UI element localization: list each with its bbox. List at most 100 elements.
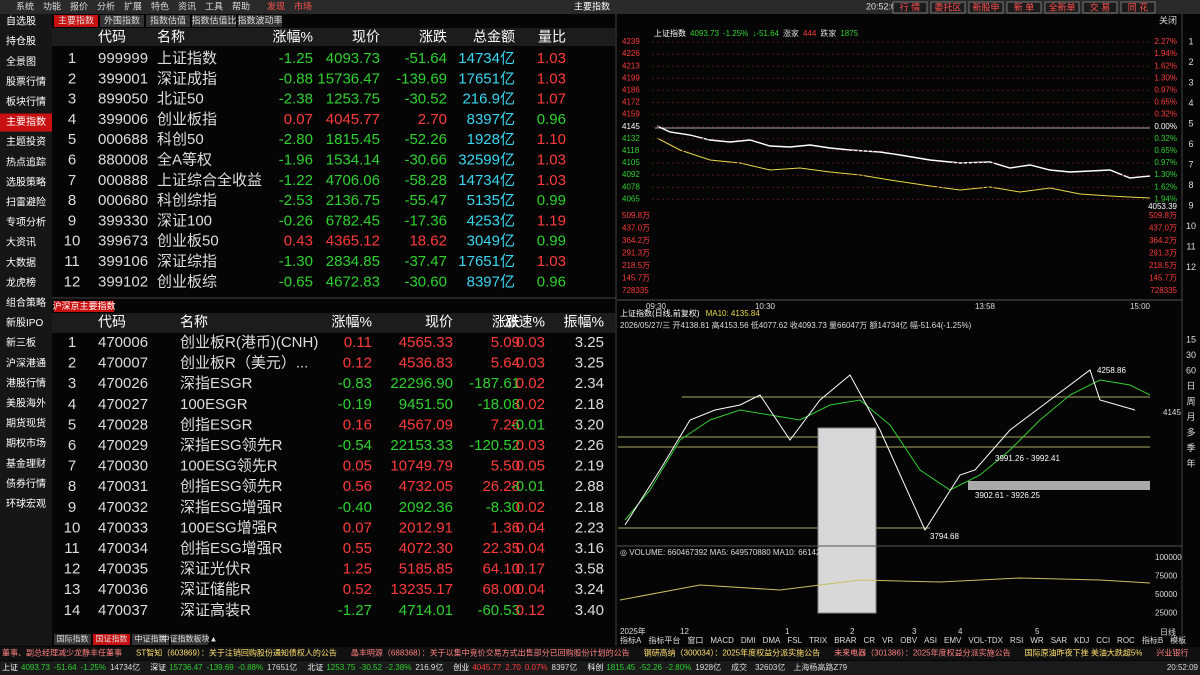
rail-item[interactable]: 季 <box>1186 442 1195 453</box>
sidebar-item[interactable]: 热点追踪 <box>6 155 46 168</box>
menu-item[interactable]: 特色 <box>151 0 169 11</box>
cell[interactable]: 创业板综 <box>157 272 217 290</box>
indicator-tab[interactable]: CCI <box>1096 636 1110 645</box>
menu-button[interactable] <box>1006 1 1042 14</box>
menu-button[interactable] <box>1082 1 1118 14</box>
cell[interactable]: 创业板R（美元）... <box>180 354 308 372</box>
sidebar-item[interactable]: 期货现货 <box>6 417 46 430</box>
sidebar-item[interactable]: 龙虎榜 <box>6 276 36 289</box>
tab[interactable] <box>146 15 190 27</box>
indicator-tab[interactable]: BRAR <box>834 636 856 645</box>
news-item[interactable]: 董事、副总经理减少龙静丰任董事 <box>2 648 122 658</box>
menu-button-label[interactable]: 新股申 <box>972 1 999 12</box>
cell[interactable]: 深证100 <box>157 212 212 229</box>
tab[interactable] <box>192 15 236 27</box>
menu-button-label[interactable]: 新 单 <box>1014 1 1035 12</box>
cell[interactable]: 科创综指 <box>157 192 217 209</box>
tab-label[interactable]: 外围指数 <box>104 14 140 25</box>
rail-item[interactable]: 11 <box>1186 241 1195 251</box>
rail-item[interactable]: 月 <box>1186 412 1195 422</box>
menu-item[interactable]: 工具 <box>205 1 223 11</box>
indicator-tab[interactable]: OBV <box>900 636 918 645</box>
cell[interactable]: 深指ESG增强R <box>180 499 283 516</box>
cell[interactable]: 深证储能R <box>180 581 251 598</box>
rail-item[interactable]: 30 <box>1186 350 1196 360</box>
sidebar-item[interactable]: 新股IPO <box>6 316 43 329</box>
menu-item[interactable]: 报价 <box>70 0 88 11</box>
menu-item[interactable]: 资讯 <box>178 1 196 11</box>
indicator-tab[interactable]: TRIX <box>809 636 828 645</box>
cell[interactable]: 创指ESGR <box>180 416 253 433</box>
indicator-tab[interactable]: RSI <box>1010 636 1023 645</box>
sidebar-item[interactable]: 沪深港通 <box>6 356 46 369</box>
cell[interactable]: 科创50 <box>157 131 204 148</box>
menu-item[interactable]: 功能 <box>43 0 61 11</box>
sidebar-item[interactable]: 板块行情 <box>6 95 46 108</box>
rail-item[interactable]: 60 <box>1186 365 1196 375</box>
indicator-tab[interactable]: SAR <box>1051 636 1068 645</box>
indicator-tab[interactable]: FSL <box>787 636 802 645</box>
indicator-tab[interactable]: VR <box>882 636 893 645</box>
close-button[interactable]: 关闭 <box>1159 14 1177 25</box>
rail-item[interactable]: 6 <box>1188 139 1193 149</box>
sidebar-item[interactable]: 主要指数 <box>6 115 46 128</box>
indicator-tab[interactable]: EMV <box>944 636 962 645</box>
sidebar-item[interactable]: 组合策略 <box>6 296 46 309</box>
cell[interactable]: 深指ESGR <box>180 375 253 392</box>
tab-label[interactable]: 指数估值 <box>150 14 186 25</box>
tab-label[interactable]: 国证指数 <box>96 634 128 644</box>
menu-item[interactable]: 扩展 <box>124 0 142 11</box>
menu-button[interactable] <box>892 1 928 14</box>
sidebar-item[interactable]: 股票行情 <box>6 75 46 88</box>
news-item[interactable]: 未来电器（301386）：2025年度权益分派实施公告 <box>834 648 1011 658</box>
tab-label[interactable]: 中证指数板块▲ <box>162 634 218 644</box>
rail-item[interactable]: 3 <box>1188 77 1193 87</box>
rail-item[interactable]: 9 <box>1188 200 1193 210</box>
menu-button[interactable] <box>968 1 1004 14</box>
menu-button-label[interactable]: 交 易 <box>1090 1 1111 12</box>
cell[interactable]: 创指ESG领先R <box>180 478 283 495</box>
menu-button[interactable] <box>1120 1 1156 14</box>
news-item[interactable]: 兴业银行 <box>1156 648 1188 658</box>
sidebar-item[interactable]: 全景图 <box>6 55 36 68</box>
cell[interactable]: 深指ESG领先R <box>180 437 283 454</box>
menu-item[interactable]: 市场 <box>294 0 312 11</box>
tab[interactable] <box>54 15 98 27</box>
menu-button-label[interactable]: 全新单 <box>1048 1 1075 12</box>
rail-item[interactable]: 日 <box>1186 381 1195 391</box>
rail-item[interactable]: 8 <box>1188 180 1193 190</box>
indicator-tab[interactable]: WR <box>1030 636 1044 645</box>
indicator-tab[interactable]: 指标A <box>620 635 642 645</box>
indicator-tab[interactable]: 指标B <box>1142 635 1163 645</box>
menu-button[interactable] <box>1044 1 1080 14</box>
indicator-tab[interactable]: CR <box>864 636 876 645</box>
rail-item[interactable]: 15 <box>1186 334 1196 344</box>
cell[interactable]: 深证高装R <box>180 602 251 619</box>
menu-button[interactable] <box>930 1 966 14</box>
sidebar-item[interactable]: 美股海外 <box>6 397 46 410</box>
rail-item[interactable]: 2 <box>1188 57 1193 67</box>
indicator-tab[interactable]: MACD <box>710 636 734 645</box>
tab[interactable] <box>238 15 282 27</box>
menu-item[interactable]: 分析 <box>97 0 115 11</box>
tab[interactable] <box>54 301 114 312</box>
indicator-tab[interactable]: ROC <box>1117 636 1135 645</box>
rail-item[interactable]: 1 <box>1188 36 1193 46</box>
news-item[interactable]: ST智知（603869）：关于注销回购股份通知债权人的公告 <box>136 648 337 658</box>
cell[interactable]: 创业板R(港币)(CNH) <box>180 333 318 351</box>
rail-item[interactable]: 7 <box>1188 159 1193 169</box>
sidebar-item[interactable]: 期权市场 <box>6 437 46 450</box>
sidebar-item[interactable]: 大数据 <box>6 256 36 269</box>
sidebar-item[interactable]: 扫雷避险 <box>6 196 46 209</box>
tab-label[interactable]: 国际指数 <box>57 634 89 644</box>
rail-item[interactable]: 5 <box>1188 118 1193 128</box>
cell[interactable]: 全A等权 <box>157 150 212 168</box>
cell[interactable]: 深证综指 <box>157 253 217 270</box>
indicator-tab[interactable]: DMA <box>763 636 781 645</box>
cell[interactable]: 创业板指 <box>157 110 217 128</box>
cell[interactable]: 创指ESG增强R <box>180 540 283 557</box>
sidebar-item[interactable]: 基金理财 <box>6 457 46 470</box>
rail-item[interactable]: 年 <box>1186 457 1195 468</box>
rail-item[interactable]: 10 <box>1186 221 1196 231</box>
sidebar-item[interactable]: 持仓股 <box>6 35 36 48</box>
